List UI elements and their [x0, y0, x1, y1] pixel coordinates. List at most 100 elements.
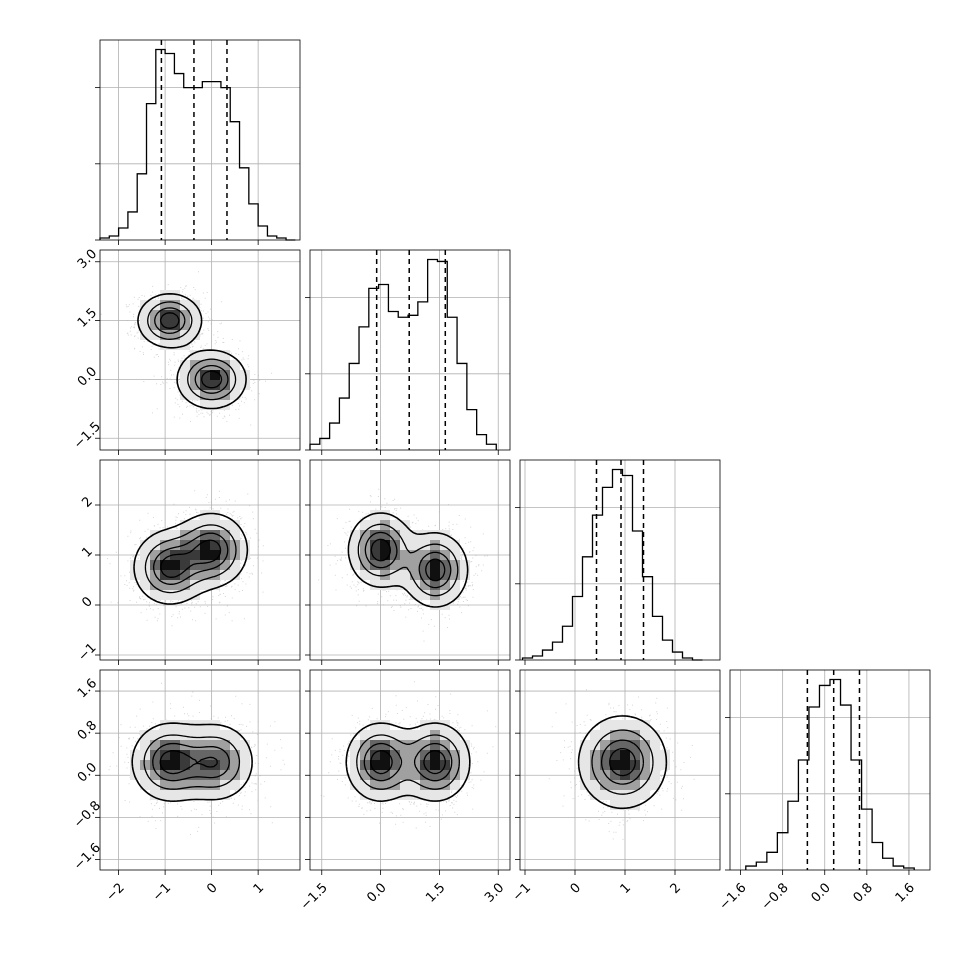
- density-cell: [370, 530, 380, 540]
- density-cell: [390, 540, 400, 550]
- histogram-steps: [99, 48, 296, 241]
- density-cell: [190, 740, 200, 750]
- density-cell: [390, 530, 400, 540]
- density-panel-p2-p3: −1 0 1 2: [510, 669, 721, 905]
- density-cell: [160, 330, 170, 340]
- contour-line-4: [370, 750, 446, 775]
- y-tick-label: 0: [79, 594, 95, 610]
- density-cell: [450, 550, 460, 560]
- density-cell: [460, 760, 470, 770]
- density-cell: [410, 580, 420, 590]
- density-cell: [450, 770, 460, 780]
- density-cell: [210, 540, 220, 550]
- density-cell: [420, 790, 430, 800]
- density-cell: [200, 770, 210, 780]
- density-cell: [380, 550, 390, 560]
- density-cell: [620, 750, 630, 760]
- density-cell: [180, 570, 190, 580]
- density-cell: [370, 540, 380, 550]
- density-cell: [380, 760, 390, 770]
- density-cell: [430, 790, 440, 800]
- density-cell: [360, 730, 370, 740]
- density-cell: [450, 750, 460, 760]
- density-cell: [400, 760, 410, 770]
- density-cell: [190, 350, 200, 360]
- density-cell: [440, 560, 450, 570]
- x-tick-label: 0: [568, 880, 584, 896]
- density-cell: [450, 740, 460, 750]
- contour-line-2: [143, 734, 241, 790]
- x-tick-label: 0: [204, 880, 220, 896]
- density-cell: [650, 740, 660, 750]
- density-cell: [160, 780, 170, 790]
- density-cell: [170, 560, 180, 570]
- y-tick-label: −1: [75, 640, 99, 664]
- density-cell: [140, 580, 150, 590]
- density-cell: [460, 570, 470, 580]
- y-tick-label: −0.8: [71, 798, 104, 831]
- density-cell: [190, 590, 200, 600]
- density-cell: [180, 790, 190, 800]
- density-cell: [180, 390, 190, 400]
- density-cell: [160, 550, 170, 560]
- density-cell: [440, 550, 450, 560]
- contour-line-3: [364, 531, 452, 589]
- density-cell: [180, 590, 190, 600]
- density-cell: [380, 780, 390, 790]
- density-cell: [640, 760, 650, 770]
- density-cell: [460, 560, 470, 570]
- density-cell: [220, 740, 230, 750]
- density-cell: [630, 780, 640, 790]
- density-cell: [430, 600, 440, 610]
- density-cell: [200, 560, 210, 570]
- density-cell: [360, 740, 370, 750]
- density-cell: [390, 730, 400, 740]
- contour-line-1: [345, 722, 471, 802]
- density-cell: [350, 550, 360, 560]
- density-cell: [220, 570, 230, 580]
- density-panel-p1-p2: [305, 459, 511, 665]
- density-cell: [190, 550, 200, 560]
- density-cell: [150, 750, 160, 760]
- density-cell: [620, 730, 630, 740]
- density-cell: [620, 780, 630, 790]
- density-cell: [390, 580, 400, 590]
- histogram-panel-p2: [515, 459, 721, 665]
- density-cell: [170, 590, 180, 600]
- density-cell: [620, 800, 630, 810]
- density-cell: [200, 510, 210, 520]
- density-cell: [580, 770, 590, 780]
- density-cell: [360, 780, 370, 790]
- density-cell: [150, 590, 160, 600]
- density-cell: [430, 530, 440, 540]
- contour-line-3: [600, 739, 645, 785]
- density-cell: [420, 580, 430, 590]
- density-cell: [600, 790, 610, 800]
- y-tick-label: 3.0: [75, 247, 100, 272]
- density-cell: [430, 550, 440, 560]
- density-cell: [180, 560, 190, 570]
- density-cell: [600, 780, 610, 790]
- density-cell: [600, 730, 610, 740]
- density-cell: [180, 550, 190, 560]
- density-cell: [620, 760, 630, 770]
- density-cell: [210, 780, 220, 790]
- density-cell: [190, 330, 200, 340]
- density-cell: [230, 530, 240, 540]
- density-cell: [210, 530, 220, 540]
- density-cell: [420, 560, 430, 570]
- density-cell: [400, 530, 410, 540]
- density-cell: [210, 730, 220, 740]
- panel-frame: [99, 459, 301, 661]
- density-cell: [360, 560, 370, 570]
- density-cell: [140, 780, 150, 790]
- density-cell: [600, 760, 610, 770]
- density-cell: [180, 780, 190, 790]
- density-cell: [440, 590, 450, 600]
- density-cell: [370, 760, 380, 770]
- density-cell: [640, 750, 650, 760]
- density-cell: [640, 730, 650, 740]
- density-cell: [150, 320, 160, 330]
- contour-line-2: [356, 734, 460, 790]
- density-cell: [440, 780, 450, 790]
